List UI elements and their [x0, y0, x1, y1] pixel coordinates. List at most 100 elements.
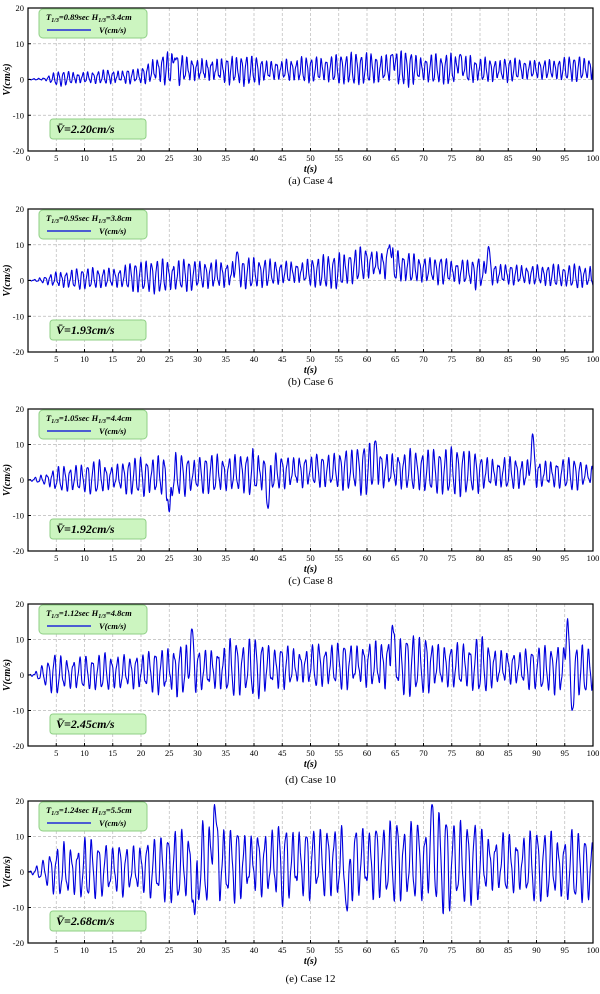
series-line [27, 50, 594, 88]
x-tick-label: 75 [448, 553, 457, 563]
x-tick-label: 15 [109, 748, 118, 758]
y-tick-label: 0 [20, 867, 24, 877]
legend-series-label: V(cm/s) [99, 226, 127, 236]
y-tick-label: 10 [16, 440, 25, 450]
x-tick-label: 20 [137, 553, 146, 563]
x-tick-label: 15 [109, 553, 118, 563]
x-tick-label: 50 [306, 748, 315, 758]
y-tick-label: 10 [16, 635, 25, 645]
x-tick-label: 10 [80, 945, 89, 955]
legend-title: T1/3=0.95sec H1/3=3.8cm [46, 213, 132, 225]
y-tick-label: 20 [16, 204, 25, 214]
legend-title-part: 1/3 [51, 219, 59, 225]
mean-box [49, 713, 147, 735]
legend-series-label: V(cm/s) [99, 426, 127, 436]
y-tick-label: 0 [20, 276, 24, 286]
x-tick-label: 70 [419, 153, 428, 163]
x-tick-label: 30 [193, 945, 202, 955]
mean-label: V̄=2.45cm/s [56, 717, 115, 731]
y-tick-label: 10 [16, 240, 25, 250]
legend-title-part: 1/3 [51, 614, 59, 620]
legend-box [38, 801, 148, 832]
legend-title: T1/3=1.24sec H1/3=5.5cm [46, 805, 132, 817]
x-tick-label: 25 [165, 553, 174, 563]
chart-panel-4: 5 10 15 20 25 30 35 40 45 50 55 60 65 70 75 80 85 90 95 100… [2, 599, 599, 786]
legend-title-part: =0.89sec H [59, 12, 99, 22]
legend-title-part: 1/3 [51, 18, 59, 24]
legend-title-part: T [46, 213, 52, 223]
x-tick-label: 15 [109, 354, 118, 364]
y-tick-label: -20 [13, 546, 24, 556]
legend-box [38, 409, 148, 440]
legend-title-part: 1/3 [98, 219, 106, 225]
x-tick-label: 15 [109, 945, 118, 955]
x-axis-label: t(s) [304, 164, 317, 175]
y-axis-label: V(cm/s) [2, 63, 13, 95]
y-tick-label: 20 [16, 796, 25, 806]
x-tick-label: 45 [278, 748, 287, 758]
x-tick-label: 50 [306, 553, 315, 563]
x-tick-label: 50 [306, 153, 315, 163]
x-tick-label: 15 [109, 153, 118, 163]
x-tick-label: 85 [504, 748, 513, 758]
x-tick-label: 65 [391, 153, 400, 163]
y-tick-label: 20 [16, 3, 25, 13]
x-tick-label: 60 [363, 354, 372, 364]
x-tick-label: 40 [250, 153, 259, 163]
y-tick-label: 0 [20, 75, 24, 85]
x-tick-label: 95 [561, 553, 570, 563]
x-tick-label: 45 [278, 945, 287, 955]
y-tick-label: -10 [13, 903, 24, 913]
x-tick-label: 5 [54, 748, 58, 758]
y-axis-label: V(cm/s) [2, 856, 13, 888]
series-line [27, 433, 594, 513]
y-tick-label: -10 [13, 311, 24, 321]
x-tick-label: 45 [278, 553, 287, 563]
legend-title-part: =1.24sec H [59, 805, 99, 815]
x-tick-label: 90 [532, 354, 541, 364]
legend-title-part: 1/3 [98, 811, 106, 817]
x-tick-label: 60 [363, 553, 372, 563]
x-axis-label: t(s) [304, 365, 317, 376]
x-tick-label: 40 [250, 748, 259, 758]
x-tick-label: 70 [419, 945, 428, 955]
x-tick-label: 0 [26, 153, 30, 163]
chart-panel-5: 5 10 15 20 25 30 35 40 45 50 55 60 65 70 75 80 85 90 95 100… [2, 796, 599, 985]
legend-series-label: V(cm/s) [99, 621, 127, 631]
legend-title: T1/3=1.05sec H1/3=4.4cm [46, 413, 132, 425]
legend-title: T1/3=1.12sec H1/3=4.8cm [46, 608, 132, 620]
mean-label: V̄=2.20cm/s [56, 122, 115, 136]
x-tick-label: 95 [561, 354, 570, 364]
x-tick-label: 90 [532, 748, 541, 758]
x-tick-label: 35 [222, 945, 231, 955]
legend-title-part: =4.8cm [106, 608, 132, 618]
x-tick-label: 35 [222, 153, 231, 163]
legend-title-part: T [46, 12, 52, 22]
x-tick-label: 80 [476, 153, 485, 163]
x-tick-label: 30 [193, 748, 202, 758]
x-tick-label: 100 [587, 153, 600, 163]
x-tick-label: 20 [137, 354, 146, 364]
legend-title-part: =1.05sec H [59, 413, 99, 423]
y-tick-label: -20 [13, 347, 24, 357]
mean-label: V̄=1.92cm/s [56, 522, 115, 536]
series-line [27, 618, 594, 711]
y-tick-label: -10 [13, 511, 24, 521]
mean-box [49, 319, 147, 341]
y-tick-label: 10 [16, 832, 25, 842]
legend-title: T1/3=0.89sec H1/3=3.4cm [46, 12, 132, 24]
x-tick-label: 10 [80, 748, 89, 758]
x-tick-label: 100 [587, 748, 600, 758]
panel-caption: (a) Case 4 [288, 175, 333, 187]
series-line [27, 244, 594, 295]
x-tick-label: 40 [250, 945, 259, 955]
y-tick-label: -20 [13, 938, 24, 948]
x-tick-label: 25 [165, 945, 174, 955]
y-tick-label: -20 [13, 146, 24, 156]
x-tick-label: 60 [363, 153, 372, 163]
x-tick-label: 70 [419, 553, 428, 563]
x-tick-label: 65 [391, 553, 400, 563]
legend-title-part: =0.95sec H [59, 213, 99, 223]
x-tick-label: 80 [476, 553, 485, 563]
x-tick-label: 90 [532, 553, 541, 563]
